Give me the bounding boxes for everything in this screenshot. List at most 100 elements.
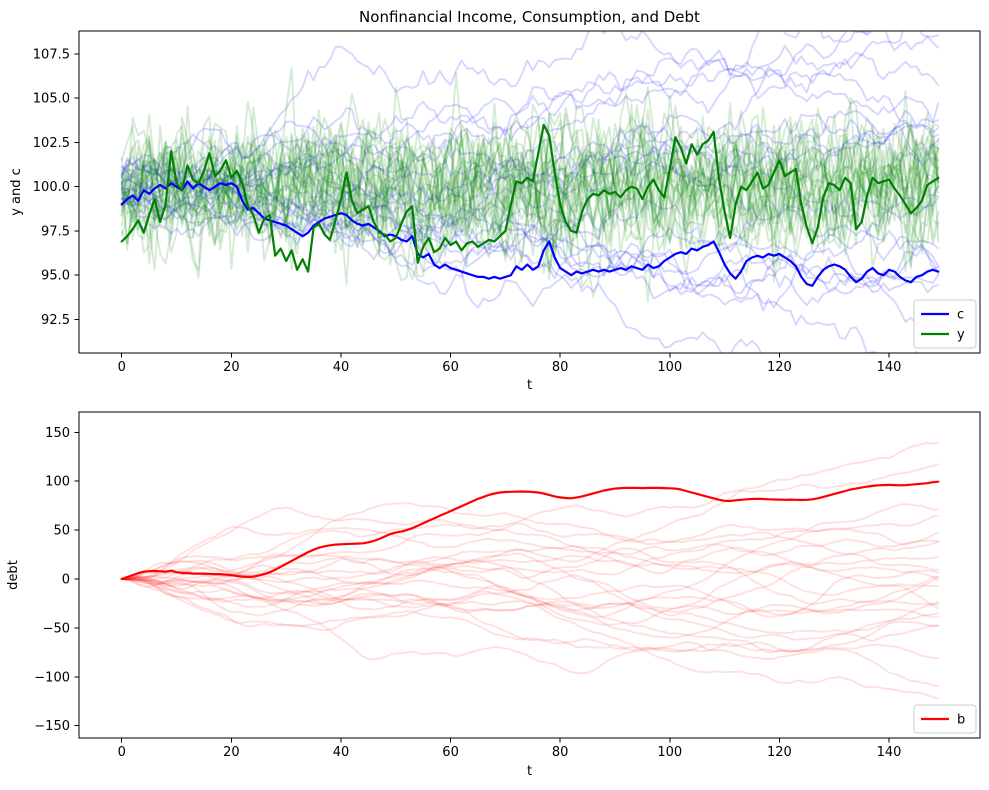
y-tick-label: 95.0 [41, 269, 70, 284]
y-axis-label: y and c [9, 168, 24, 216]
simulated-path [120, 104, 940, 255]
x-tick-label: 60 [442, 745, 459, 760]
x-tick-label: 20 [223, 360, 240, 375]
x-tick-label: 120 [767, 745, 792, 760]
simulated-path [120, 31, 940, 196]
y-tick-label: −50 [43, 621, 70, 636]
simulated-path [120, 574, 940, 616]
simulated-path [120, 166, 940, 300]
simulated-path [120, 185, 940, 277]
axes-frame [78, 30, 981, 354]
simulated-path [120, 109, 940, 229]
simulated-path [120, 92, 940, 271]
simulated-path [120, 463, 940, 583]
simulated-path [120, 189, 940, 307]
simulated-path [120, 115, 940, 286]
legend: cy [913, 299, 977, 349]
y-tick-label: 97.5 [41, 224, 70, 239]
y-tick-label: 102.5 [33, 136, 70, 151]
simulated-path [120, 575, 940, 675]
income-consumption-subplot: 0 20 40 60 80 100 120 140 92.5 95.0 97.5 100.0 102.5… [9, 8, 981, 393]
simulated-path [120, 502, 940, 617]
simulated-path [120, 441, 940, 586]
legend-label: y [957, 328, 965, 343]
simulated-path [120, 502, 940, 580]
simulated-path [120, 169, 940, 289]
simulated-path [120, 102, 940, 280]
y-tick-label: 100 [45, 475, 70, 490]
simulated-path [120, 125, 940, 247]
simulated-path [120, 124, 940, 242]
x-tick-label: 80 [552, 360, 569, 375]
simulated-path [120, 97, 940, 274]
chart-title: Nonfinancial Income, Consumption, and De… [359, 8, 700, 26]
simulated-path [120, 109, 940, 232]
simulated-path [120, 102, 940, 273]
simulation-paths-debt [120, 441, 940, 700]
simulated-path [120, 546, 940, 582]
x-tick-label: 100 [657, 360, 682, 375]
simulated-path [120, 126, 940, 256]
simulated-path [120, 31, 940, 182]
simulated-path [120, 526, 940, 597]
simulated-path [120, 552, 940, 643]
y-tick-label: 100.0 [33, 180, 70, 195]
simulated-path [120, 107, 940, 269]
y-tick-label: 50 [53, 524, 70, 539]
x-tick-label: 40 [333, 745, 350, 760]
simulated-path [120, 89, 940, 281]
simulated-path [120, 527, 940, 618]
simulated-path [120, 66, 940, 262]
simulated-path [120, 113, 940, 233]
simulated-path [120, 93, 940, 298]
y-tick-label: 0 [62, 573, 70, 588]
x-tick-label: 40 [333, 360, 350, 375]
x-tick-label: 80 [552, 745, 569, 760]
simulated-path [120, 577, 940, 700]
simulated-path [120, 556, 940, 654]
simulated-path [120, 578, 940, 688]
x-tick-label: 20 [223, 745, 240, 760]
series-b-line [120, 480, 940, 581]
simulated-path [120, 162, 940, 294]
simulated-path [120, 197, 920, 353]
simulated-path [120, 118, 940, 288]
y-tick-label: −100 [34, 670, 70, 685]
x-tick-label: 140 [877, 360, 902, 375]
y-tick-label: −150 [34, 719, 70, 734]
simulated-path [120, 68, 940, 218]
simulated-path [120, 555, 940, 626]
simulated-path [120, 566, 940, 618]
simulated-path [120, 72, 940, 271]
simulated-path [120, 44, 940, 194]
simulated-path [120, 120, 940, 215]
simulated-path [120, 167, 940, 330]
simulated-path [120, 577, 940, 660]
series-y-line [120, 123, 940, 273]
simulated-path [120, 547, 940, 606]
y-axis-label: debt [6, 560, 21, 590]
y-tick-label: 92.5 [41, 313, 70, 328]
y-tick-label: 107.5 [33, 48, 70, 63]
y-tick-label: 150 [45, 426, 70, 441]
x-tick-label: 0 [118, 745, 126, 760]
simulated-path [120, 569, 940, 632]
simulated-path [120, 162, 763, 353]
simulated-path [120, 559, 940, 639]
simulated-path [120, 196, 940, 268]
simulated-path [120, 49, 940, 220]
x-axis-label: t [527, 378, 532, 393]
x-tick-label: 100 [657, 745, 682, 760]
axes-frame [78, 411, 981, 739]
x-axis-label: t [527, 764, 532, 779]
legend-box [913, 299, 977, 349]
x-tick-label: 140 [877, 745, 902, 760]
legend-label: c [957, 308, 964, 323]
simulated-path [120, 506, 940, 580]
x-tick-label: 60 [442, 360, 459, 375]
y-tick-label: 105.0 [33, 92, 70, 107]
series-c-line [120, 180, 940, 287]
x-tick-label: 0 [118, 360, 126, 375]
